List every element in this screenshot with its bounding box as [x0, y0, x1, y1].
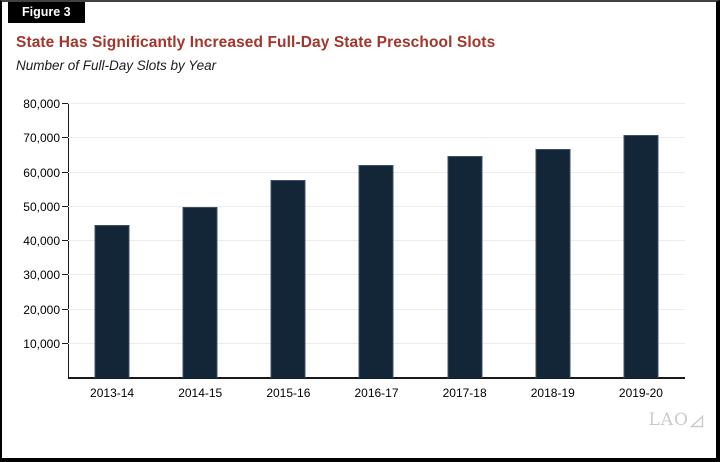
y-tick — [62, 103, 68, 104]
y-tick — [62, 308, 68, 310]
x-tick-label: 2018-19 — [530, 386, 575, 400]
bar-2018-19 — [535, 148, 571, 378]
bar-slot — [156, 104, 244, 378]
x-tick-label: 2015-16 — [266, 386, 311, 400]
y-axis-line — [68, 104, 69, 378]
y-tick-label: 40,000 — [23, 234, 60, 248]
gridline — [68, 103, 685, 104]
y-tick-label: 60,000 — [23, 165, 60, 180]
bar-slot — [509, 104, 597, 378]
y-tick — [62, 171, 68, 173]
y-tick — [62, 205, 68, 207]
lao-logo-text: LAO — [648, 410, 689, 430]
bar-slot — [244, 104, 332, 378]
bar-2016-17 — [358, 165, 394, 378]
y-tick-label: 70,000 — [23, 131, 60, 146]
x-axis-labels: 2013-14 2014-15 2015-16 2016-17 2017-18 2018-… — [68, 386, 685, 400]
y-axis-labels: 10,000 20,000 30,000 40,000 50,000 60,000 70,0… — [2, 98, 60, 378]
y-tick — [62, 274, 68, 276]
y-tick-label: 10,000 — [23, 336, 60, 351]
bar-slot — [332, 104, 420, 378]
x-tick-label: 2013-14 — [90, 386, 135, 400]
x-tick-label: 2016-17 — [354, 386, 399, 400]
bar-chart: 10,000 20,000 30,000 40,000 50,000 60,000 70,0… — [2, 2, 716, 458]
bar-2019-20 — [623, 134, 659, 378]
bar-2013-14 — [94, 224, 130, 378]
bar-slot — [68, 104, 156, 378]
x-tick-label: 2019-20 — [618, 386, 663, 400]
figure-number-tab: Figure 3 — [8, 2, 85, 23]
y-tick — [62, 342, 68, 344]
lao-logo-mark-icon — [690, 413, 704, 428]
y-tick-label: 30,000 — [23, 268, 60, 283]
y-tick — [62, 240, 68, 241]
x-tick-label: 2017-18 — [442, 386, 487, 400]
y-tick-label: 20,000 — [23, 302, 60, 317]
y-tick-label: 50,000 — [23, 199, 60, 214]
bar-slot — [421, 104, 509, 378]
y-tick-label: 80,000 — [23, 97, 60, 111]
x-tick-label: 2014-15 — [178, 386, 223, 400]
lao-logo: LAO — [648, 410, 704, 430]
chart-title: State Has Significantly Increased Full-D… — [16, 34, 496, 51]
plot-area — [62, 103, 685, 379]
bar-2014-15 — [182, 206, 218, 378]
bar-slot — [597, 104, 685, 378]
bar-2015-16 — [270, 180, 306, 378]
gridline — [68, 137, 685, 139]
bar-2017-18 — [447, 155, 483, 378]
y-tick — [62, 137, 68, 139]
chart-subtitle: Number of Full-Day Slots by Year — [16, 58, 217, 73]
x-axis-line — [68, 377, 685, 379]
